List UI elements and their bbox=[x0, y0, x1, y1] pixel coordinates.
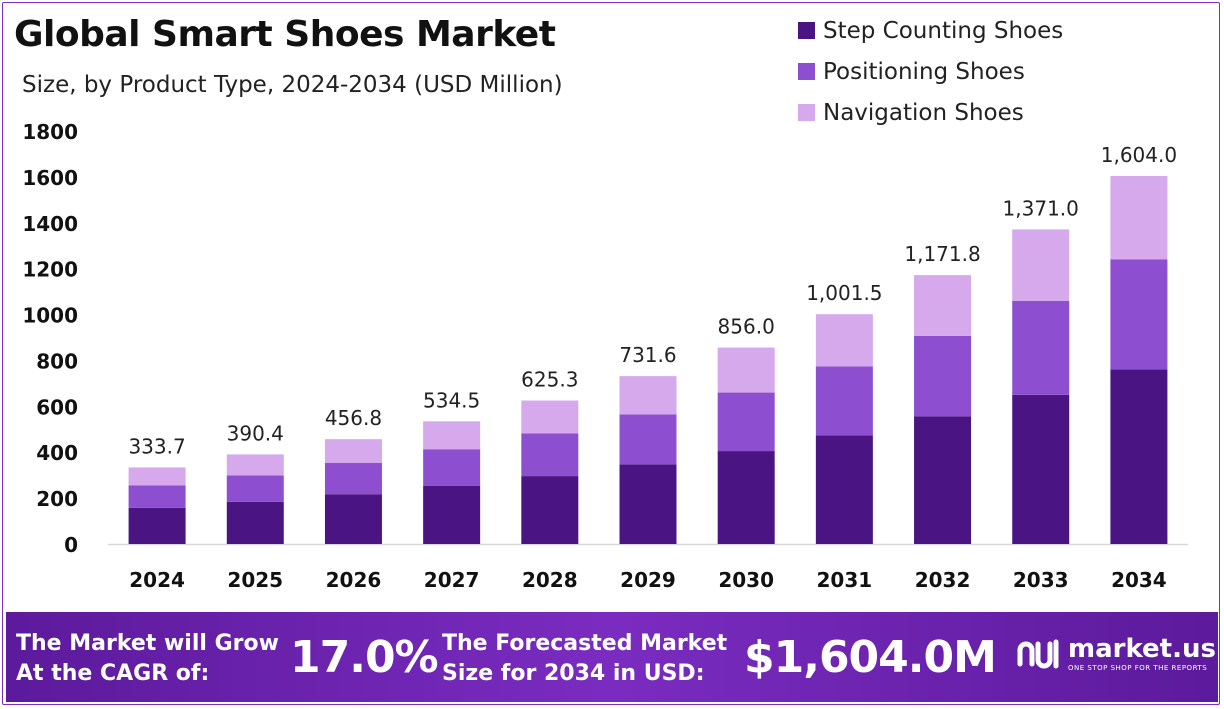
x-tick-label: 2030 bbox=[718, 568, 774, 592]
bar-segment-positioning bbox=[423, 449, 481, 486]
x-tick-label: 2033 bbox=[1013, 568, 1069, 592]
bar-segment-step bbox=[815, 435, 873, 544]
forecast-caption-line2: Size for 2034 in USD: bbox=[442, 661, 705, 686]
legend-label-step-counting: Step Counting Shoes bbox=[823, 17, 1064, 44]
bar-segment-step bbox=[717, 451, 775, 544]
cagr-caption: The Market will Grow At the CAGR of: bbox=[16, 629, 279, 689]
bar-segment-positioning bbox=[521, 433, 579, 477]
bar-segment-step bbox=[423, 485, 481, 544]
y-tick-label: 1400 bbox=[22, 212, 78, 236]
legend-label-positioning: Positioning Shoes bbox=[823, 58, 1025, 85]
y-tick-label: 1200 bbox=[22, 258, 78, 282]
total-data-label: 333.7 bbox=[128, 434, 185, 458]
bar-segment-navigation bbox=[717, 347, 775, 393]
x-tick-label: 2032 bbox=[915, 568, 971, 592]
market-us-logo-icon bbox=[1017, 639, 1059, 669]
total-data-label: 390.4 bbox=[227, 421, 284, 445]
legend-swatch-navigation bbox=[798, 104, 815, 121]
x-tick-label: 2034 bbox=[1111, 568, 1167, 592]
bar-segment-positioning bbox=[717, 392, 775, 452]
legend-swatch-positioning bbox=[798, 63, 815, 80]
market-us-logo: market.us ONE STOP SHOP FOR THE REPORTS bbox=[1014, 634, 1216, 674]
bar-segment-navigation bbox=[423, 421, 481, 450]
x-tick-label: 2028 bbox=[522, 568, 578, 592]
x-tick-label: 2026 bbox=[326, 568, 382, 592]
forecast-caption: The Forecasted Market Size for 2034 in U… bbox=[442, 629, 727, 689]
total-data-label: 534.5 bbox=[423, 388, 480, 412]
bar-segment-navigation bbox=[226, 454, 284, 476]
total-data-label: 1,604.0 bbox=[1101, 143, 1177, 167]
total-data-label: 1,001.5 bbox=[806, 281, 882, 305]
bar-segment-navigation bbox=[619, 376, 677, 415]
stacked-bar-chart: 0 200 400 600 800 1000 1200 1400 1600 1800 333.7 20… bbox=[22, 120, 1188, 592]
y-tick-label: 600 bbox=[36, 395, 78, 419]
bar-segment-step bbox=[914, 416, 972, 544]
x-tick-label: 2027 bbox=[424, 568, 480, 592]
logo-tagline: ONE STOP SHOP FOR THE REPORTS bbox=[1068, 664, 1208, 672]
bar-segment-positioning bbox=[226, 475, 284, 502]
legend-item-step-counting: Step Counting Shoes bbox=[798, 10, 1063, 51]
total-data-label: 1,171.8 bbox=[904, 242, 980, 266]
total-data-label: 456.8 bbox=[325, 406, 382, 430]
chart-subtitle: Size, by Product Type, 2024-2034 (USD Mi… bbox=[22, 72, 563, 98]
legend-item-navigation: Navigation Shoes bbox=[798, 92, 1063, 133]
y-tick-label: 200 bbox=[36, 487, 78, 511]
bar-segment-positioning bbox=[128, 485, 186, 508]
x-tick-label: 2025 bbox=[227, 568, 283, 592]
total-data-label: 1,371.0 bbox=[1003, 196, 1079, 220]
y-tick-label: 1800 bbox=[22, 120, 78, 144]
bar-segment-step bbox=[1012, 394, 1070, 544]
forecast-caption-line1: The Forecasted Market bbox=[442, 631, 728, 656]
cagr-caption-line2: At the CAGR of: bbox=[16, 661, 210, 686]
legend-swatch-step-counting bbox=[798, 22, 815, 39]
x-tick-label: 2031 bbox=[817, 568, 873, 592]
bar-segment-navigation bbox=[1012, 229, 1070, 301]
bar-segment-step bbox=[619, 464, 677, 544]
bar-segment-navigation bbox=[1110, 175, 1168, 260]
x-tick-label: 2024 bbox=[129, 568, 185, 592]
y-tick-label: 1600 bbox=[22, 166, 78, 190]
bar-segment-navigation bbox=[128, 467, 186, 486]
footer-banner: The Market will Grow At the CAGR of: 17.… bbox=[6, 612, 1218, 702]
chart-legend: Step Counting Shoes Positioning Shoes Na… bbox=[798, 10, 1063, 133]
total-data-label: 625.3 bbox=[521, 368, 578, 392]
bar-segment-step bbox=[521, 476, 579, 544]
cagr-value: 17.0% bbox=[290, 632, 439, 683]
logo-name: market.us bbox=[1068, 634, 1216, 664]
y-tick-label: 0 bbox=[64, 533, 78, 557]
total-data-label: 731.6 bbox=[619, 343, 676, 367]
bar-segment-positioning bbox=[815, 366, 873, 436]
y-tick-label: 400 bbox=[36, 441, 78, 465]
forecast-value: $1,604.0M bbox=[744, 632, 997, 683]
x-tick-label: 2029 bbox=[620, 568, 676, 592]
bar-segment-step bbox=[324, 494, 382, 544]
bar-segment-positioning bbox=[324, 463, 382, 495]
bar-segment-positioning bbox=[619, 414, 677, 465]
legend-label-navigation: Navigation Shoes bbox=[823, 99, 1024, 126]
bar-segment-positioning bbox=[914, 335, 972, 417]
bar-segment-navigation bbox=[324, 439, 382, 464]
bar-segment-positioning bbox=[1012, 300, 1070, 395]
chart-title: Global Smart Shoes Market bbox=[14, 14, 556, 55]
legend-item-positioning: Positioning Shoes bbox=[798, 51, 1063, 92]
bar-segment-positioning bbox=[1110, 259, 1168, 370]
bar-segment-navigation bbox=[815, 314, 873, 367]
bar-segment-step bbox=[226, 501, 284, 544]
y-tick-label: 800 bbox=[36, 349, 78, 373]
bar-segment-navigation bbox=[521, 400, 579, 434]
bar-segment-step bbox=[128, 507, 186, 544]
bar-segment-step bbox=[1110, 369, 1168, 544]
y-tick-label: 1000 bbox=[22, 304, 78, 328]
bar-segment-navigation bbox=[914, 275, 972, 336]
cagr-caption-line1: The Market will Grow bbox=[16, 631, 279, 656]
total-data-label: 856.0 bbox=[718, 315, 775, 339]
